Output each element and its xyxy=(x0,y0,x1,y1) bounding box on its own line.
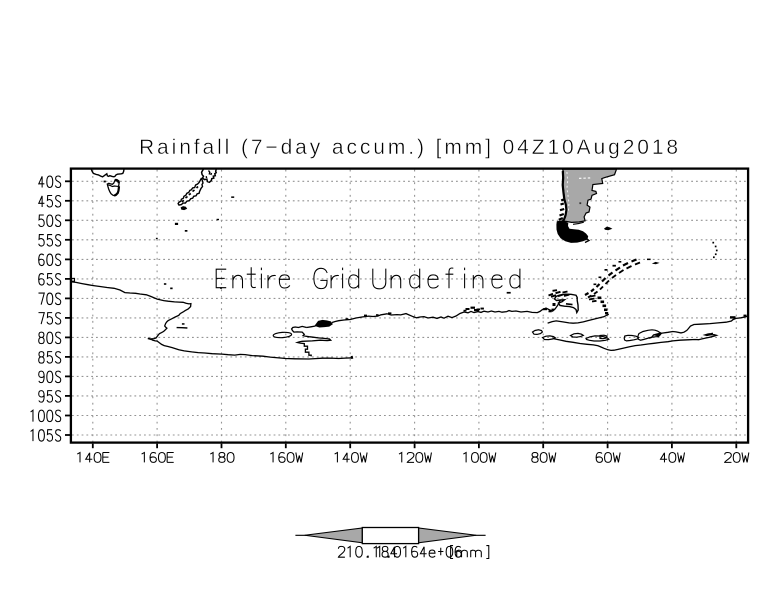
svg-text:Rainfall (7−day accum.) [mm] 0: Rainfall (7−day accum.) [mm] 04Z10Aug201… xyxy=(139,136,681,159)
